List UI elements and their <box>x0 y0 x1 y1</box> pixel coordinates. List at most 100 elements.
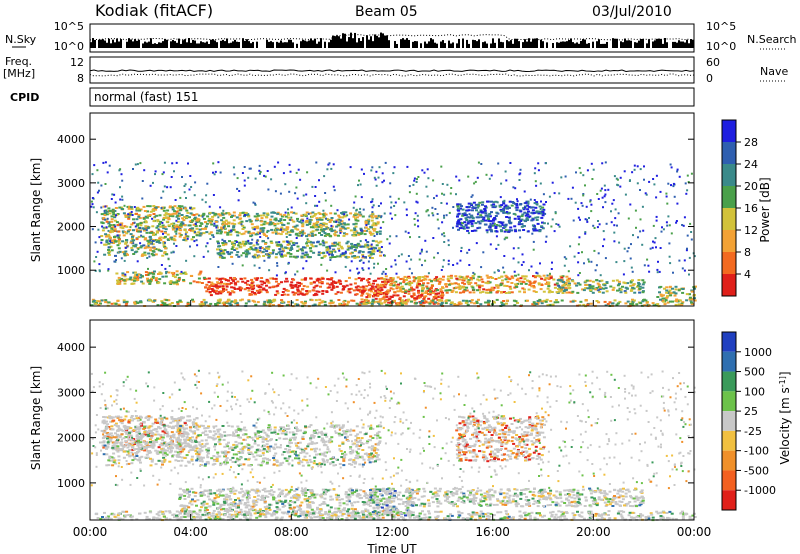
heatmap-cell <box>376 286 380 289</box>
heatmap-cell <box>533 202 536 205</box>
heatmap-cell <box>283 246 287 249</box>
heatmap-cell <box>487 303 491 306</box>
noise-bar <box>630 40 632 48</box>
noise-bar <box>406 38 408 48</box>
heatmap-cell <box>667 182 670 185</box>
heatmap-cell <box>251 238 254 241</box>
heatmap-cell <box>462 286 466 289</box>
heatmap-cell <box>235 247 239 250</box>
heatmap-cell <box>383 280 387 283</box>
heatmap-cell <box>485 288 489 291</box>
heatmap-cell <box>327 163 330 166</box>
heatmap-cell <box>238 190 241 192</box>
heatmap-cell <box>97 303 101 306</box>
heatmap-cell <box>535 219 539 221</box>
heatmap-cell <box>280 255 284 258</box>
heatmap-cell <box>150 436 154 439</box>
heatmap-cell <box>420 289 424 292</box>
heatmap-cell <box>556 279 560 282</box>
heatmap-cell <box>474 180 477 183</box>
heatmap-cell <box>161 221 164 224</box>
heatmap-cell <box>394 294 398 297</box>
heatmap-cell <box>148 205 152 208</box>
heatmap-cell <box>255 226 259 228</box>
heatmap-cell <box>401 301 405 304</box>
heatmap-cell <box>132 218 135 221</box>
noise-bar <box>120 39 122 48</box>
heatmap-cell <box>420 294 424 297</box>
heatmap-cell <box>360 168 363 171</box>
heatmap-cell <box>448 211 451 214</box>
heatmap-cell <box>163 214 167 217</box>
heatmap-cell <box>468 264 471 266</box>
heatmap-cell <box>447 275 451 278</box>
heatmap-cell <box>155 230 159 233</box>
heatmap-cell <box>592 168 595 171</box>
heatmap-cell <box>106 217 109 220</box>
heatmap-cell <box>604 193 607 196</box>
heatmap-cell <box>563 264 566 267</box>
heatmap-cell <box>100 213 104 216</box>
heatmap-cell <box>597 220 599 222</box>
noise-bar <box>456 43 458 48</box>
heatmap-cell <box>307 240 311 243</box>
heatmap-cell <box>408 280 412 283</box>
heatmap-cell <box>165 220 169 223</box>
heatmap-cell <box>328 221 332 223</box>
heatmap-cell <box>107 221 111 224</box>
heatmap-cell <box>307 212 310 215</box>
heatmap-cell <box>527 202 530 205</box>
heatmap-cell <box>350 299 354 302</box>
heatmap-cell <box>440 290 444 293</box>
heatmap-cell <box>378 251 382 254</box>
heatmap-cell <box>467 175 470 178</box>
noise-bar <box>528 38 530 48</box>
heatmap-cell <box>105 210 109 213</box>
heatmap-cell <box>112 240 116 243</box>
heatmap-cell <box>153 299 157 302</box>
heatmap-cell <box>439 303 443 306</box>
heatmap-cell <box>516 200 519 203</box>
heatmap-cell <box>289 284 293 287</box>
heatmap-cell <box>104 161 107 164</box>
heatmap-cell <box>435 292 439 295</box>
heatmap-cell <box>527 230 530 233</box>
heatmap-cell <box>536 302 540 304</box>
heatmap-cell <box>676 300 680 303</box>
heatmap-cell <box>246 280 250 283</box>
heatmap-cell <box>359 183 362 186</box>
heatmap-cell <box>658 291 661 294</box>
heatmap-cell <box>626 282 629 285</box>
noise-bar <box>524 39 526 48</box>
heatmap-cell <box>282 240 286 243</box>
noise-bar <box>486 43 488 48</box>
heatmap-cell <box>311 245 315 248</box>
heatmap-cell <box>331 286 335 289</box>
heatmap-cell <box>639 302 643 305</box>
heatmap-cell <box>551 218 554 221</box>
heatmap-cell <box>258 169 261 172</box>
heatmap-cell <box>227 212 231 215</box>
heatmap-cell <box>398 290 402 293</box>
heatmap-cell <box>301 225 305 228</box>
heatmap-cell <box>132 168 134 170</box>
heatmap-cell <box>153 247 156 250</box>
heatmap-cell <box>486 214 490 217</box>
heatmap-cell <box>296 228 300 231</box>
heatmap-cell <box>631 298 634 301</box>
heatmap-cell <box>170 236 174 239</box>
heatmap-cell <box>339 253 343 256</box>
heatmap-cell <box>498 204 502 207</box>
heatmap-cell <box>336 291 340 294</box>
noise-bar <box>102 39 104 48</box>
y-tick-label: 1000 <box>57 264 85 277</box>
heatmap-cell <box>166 186 169 189</box>
heatmap-cell <box>110 241 113 244</box>
noise-bar <box>312 40 314 48</box>
noise-bar <box>606 41 608 48</box>
heatmap-cell <box>339 231 342 234</box>
heatmap-cell <box>217 300 221 303</box>
heatmap-cell <box>391 288 395 291</box>
heatmap-cell <box>669 294 673 297</box>
heatmap-cell <box>304 277 308 280</box>
